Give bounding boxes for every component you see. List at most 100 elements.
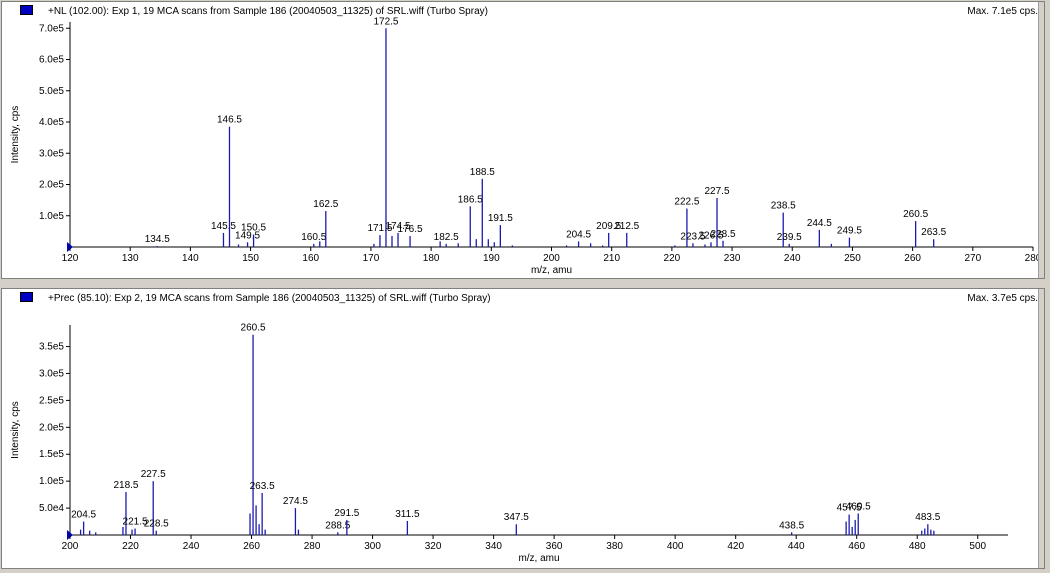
x-tick-label: 500 <box>969 541 986 552</box>
y-tick-label: 1.0e5 <box>39 211 64 222</box>
peak-label: 260.5 <box>241 323 266 334</box>
peak-label: 186.5 <box>458 194 483 205</box>
peak-label: 457.5 <box>837 503 862 514</box>
x-tick-label: 220 <box>664 253 681 264</box>
peak-label: 263.5 <box>921 227 946 238</box>
y-axis-title: Intensity, cps <box>10 401 21 459</box>
peak-label: 191.5 <box>488 213 513 224</box>
y-tick-label: 2.0e5 <box>39 180 64 191</box>
peak-label: 223.5 <box>680 231 705 242</box>
x-tick-label: 130 <box>122 253 139 264</box>
y-tick-label: 3.0e5 <box>39 368 64 379</box>
x-tick-label: 120 <box>62 253 79 264</box>
x-tick-label: 280 <box>1025 253 1042 264</box>
peak-label: 244.5 <box>807 218 832 229</box>
peak-label: 288.5 <box>325 520 350 531</box>
peak-label: 204.5 <box>566 229 591 240</box>
peak-label: 226.5 <box>698 230 723 241</box>
peak-label: 218.5 <box>113 480 138 491</box>
peak-label: 182.5 <box>434 232 459 243</box>
peak-label: 204.5 <box>71 510 96 521</box>
x-tick-label: 200 <box>543 253 560 264</box>
peak-label: 260.5 <box>903 209 928 220</box>
x-tick-label: 160 <box>302 253 319 264</box>
x-tick-label: 230 <box>724 253 741 264</box>
panel-title: +Prec (85.10): Exp 2, 19 MCA scans from … <box>48 293 491 304</box>
y-tick-label: 7.0e5 <box>39 23 64 34</box>
max-intensity-label: Max. 7.1e5 cps. <box>967 6 1038 17</box>
x-tick-label: 260 <box>904 253 921 264</box>
x-tick-label: 200 <box>62 541 79 552</box>
x-tick-label: 210 <box>603 253 620 264</box>
x-tick-label: 460 <box>848 541 865 552</box>
peak-label: 249.5 <box>837 226 862 237</box>
y-tick-label: 1.5e5 <box>39 449 64 460</box>
x-tick-label: 360 <box>546 541 563 552</box>
peak-label: 227.5 <box>141 469 166 480</box>
panel-header: +Prec (85.10): Exp 2, 19 MCA scans from … <box>2 289 1044 307</box>
y-tick-label: 2.0e5 <box>39 422 64 433</box>
y-tick-label: 5.0e5 <box>39 86 64 97</box>
peak-label: 221.5 <box>123 517 148 528</box>
peak-label: 171.5 <box>367 223 392 234</box>
peak-label: 228.5 <box>711 229 736 240</box>
y-tick-label: 2.5e5 <box>39 395 64 406</box>
peak-label: 172.5 <box>373 16 398 27</box>
panel-header: +NL (102.00): Exp 1, 19 MCA scans from S… <box>2 2 1044 20</box>
x-tick-label: 420 <box>727 541 744 552</box>
peak-label: 311.5 <box>395 509 420 520</box>
x-tick-label: 240 <box>784 253 801 264</box>
peak-label: 209.5 <box>596 221 621 232</box>
trace-color-marker[interactable] <box>20 292 33 302</box>
x-tick-label: 300 <box>364 541 381 552</box>
peak-label: 212.5 <box>614 221 639 232</box>
y-tick-label: 1.0e5 <box>39 476 64 487</box>
x-tick-label: 480 <box>909 541 926 552</box>
x-tick-label: 380 <box>606 541 623 552</box>
trace-color-marker[interactable] <box>20 5 33 15</box>
x-tick-label: 140 <box>182 253 199 264</box>
x-tick-label: 220 <box>122 541 139 552</box>
peak-label: 438.5 <box>779 520 804 531</box>
peak-label: 263.5 <box>250 481 275 492</box>
x-tick-label: 270 <box>964 253 981 264</box>
y-tick-label: 3.0e5 <box>39 148 64 159</box>
peak-label: 150.5 <box>241 223 266 234</box>
panel-scrollbar[interactable] <box>1038 289 1044 568</box>
x-tick-label: 260 <box>243 541 260 552</box>
peak-label: 291.5 <box>334 508 359 519</box>
y-tick-label: 4.0e5 <box>39 117 64 128</box>
peak-label: 146.5 <box>217 115 242 126</box>
x-tick-label: 250 <box>844 253 861 264</box>
spectrum-plot-nl[interactable]: 120 130 140 150 160 170 180 190 200 210 220 230 240 2… <box>2 2 1044 278</box>
y-tick-label: 6.0e5 <box>39 55 64 66</box>
peak-label: 274.5 <box>283 496 308 507</box>
max-intensity-label: Max. 3.7e5 cps. <box>967 293 1038 304</box>
x-axis-title: m/z, amu <box>531 265 572 276</box>
x-tick-label: 280 <box>304 541 321 552</box>
peak-label: 176.5 <box>398 224 423 235</box>
peak-label: 134.5 <box>145 234 170 245</box>
peak-label: 145.5 <box>211 221 236 232</box>
panel-scrollbar[interactable] <box>1038 2 1044 278</box>
peak-label: 239.5 <box>777 232 802 243</box>
peak-label: 149.5 <box>235 230 260 241</box>
y-axis-title: Intensity, cps <box>10 106 21 164</box>
x-tick-label: 320 <box>425 541 442 552</box>
peak-label: 227.5 <box>705 186 730 197</box>
x-tick-label: 190 <box>483 253 500 264</box>
spectrum-panel-nl: +NL (102.00): Exp 1, 19 MCA scans from S… <box>1 1 1045 279</box>
x-tick-label: 240 <box>183 541 200 552</box>
x-tick-label: 150 <box>242 253 259 264</box>
peak-label: 222.5 <box>674 197 699 208</box>
peak-label: 188.5 <box>470 167 495 178</box>
peak-label: 483.5 <box>915 512 940 523</box>
spectrum-plot-prec[interactable]: 200 220 240 260 280 300 320 340 360 380 400 420 440 4… <box>2 289 1044 568</box>
panel-title: +NL (102.00): Exp 1, 19 MCA scans from S… <box>48 6 488 17</box>
peak-label: 160.5 <box>301 232 326 243</box>
y-tick-label: 5.0e4 <box>39 503 64 514</box>
x-tick-label: 400 <box>667 541 684 552</box>
y-tick-label: 3.5e5 <box>39 342 64 353</box>
peak-label: 347.5 <box>504 512 529 523</box>
spectrum-panel-prec: +Prec (85.10): Exp 2, 19 MCA scans from … <box>1 288 1045 569</box>
